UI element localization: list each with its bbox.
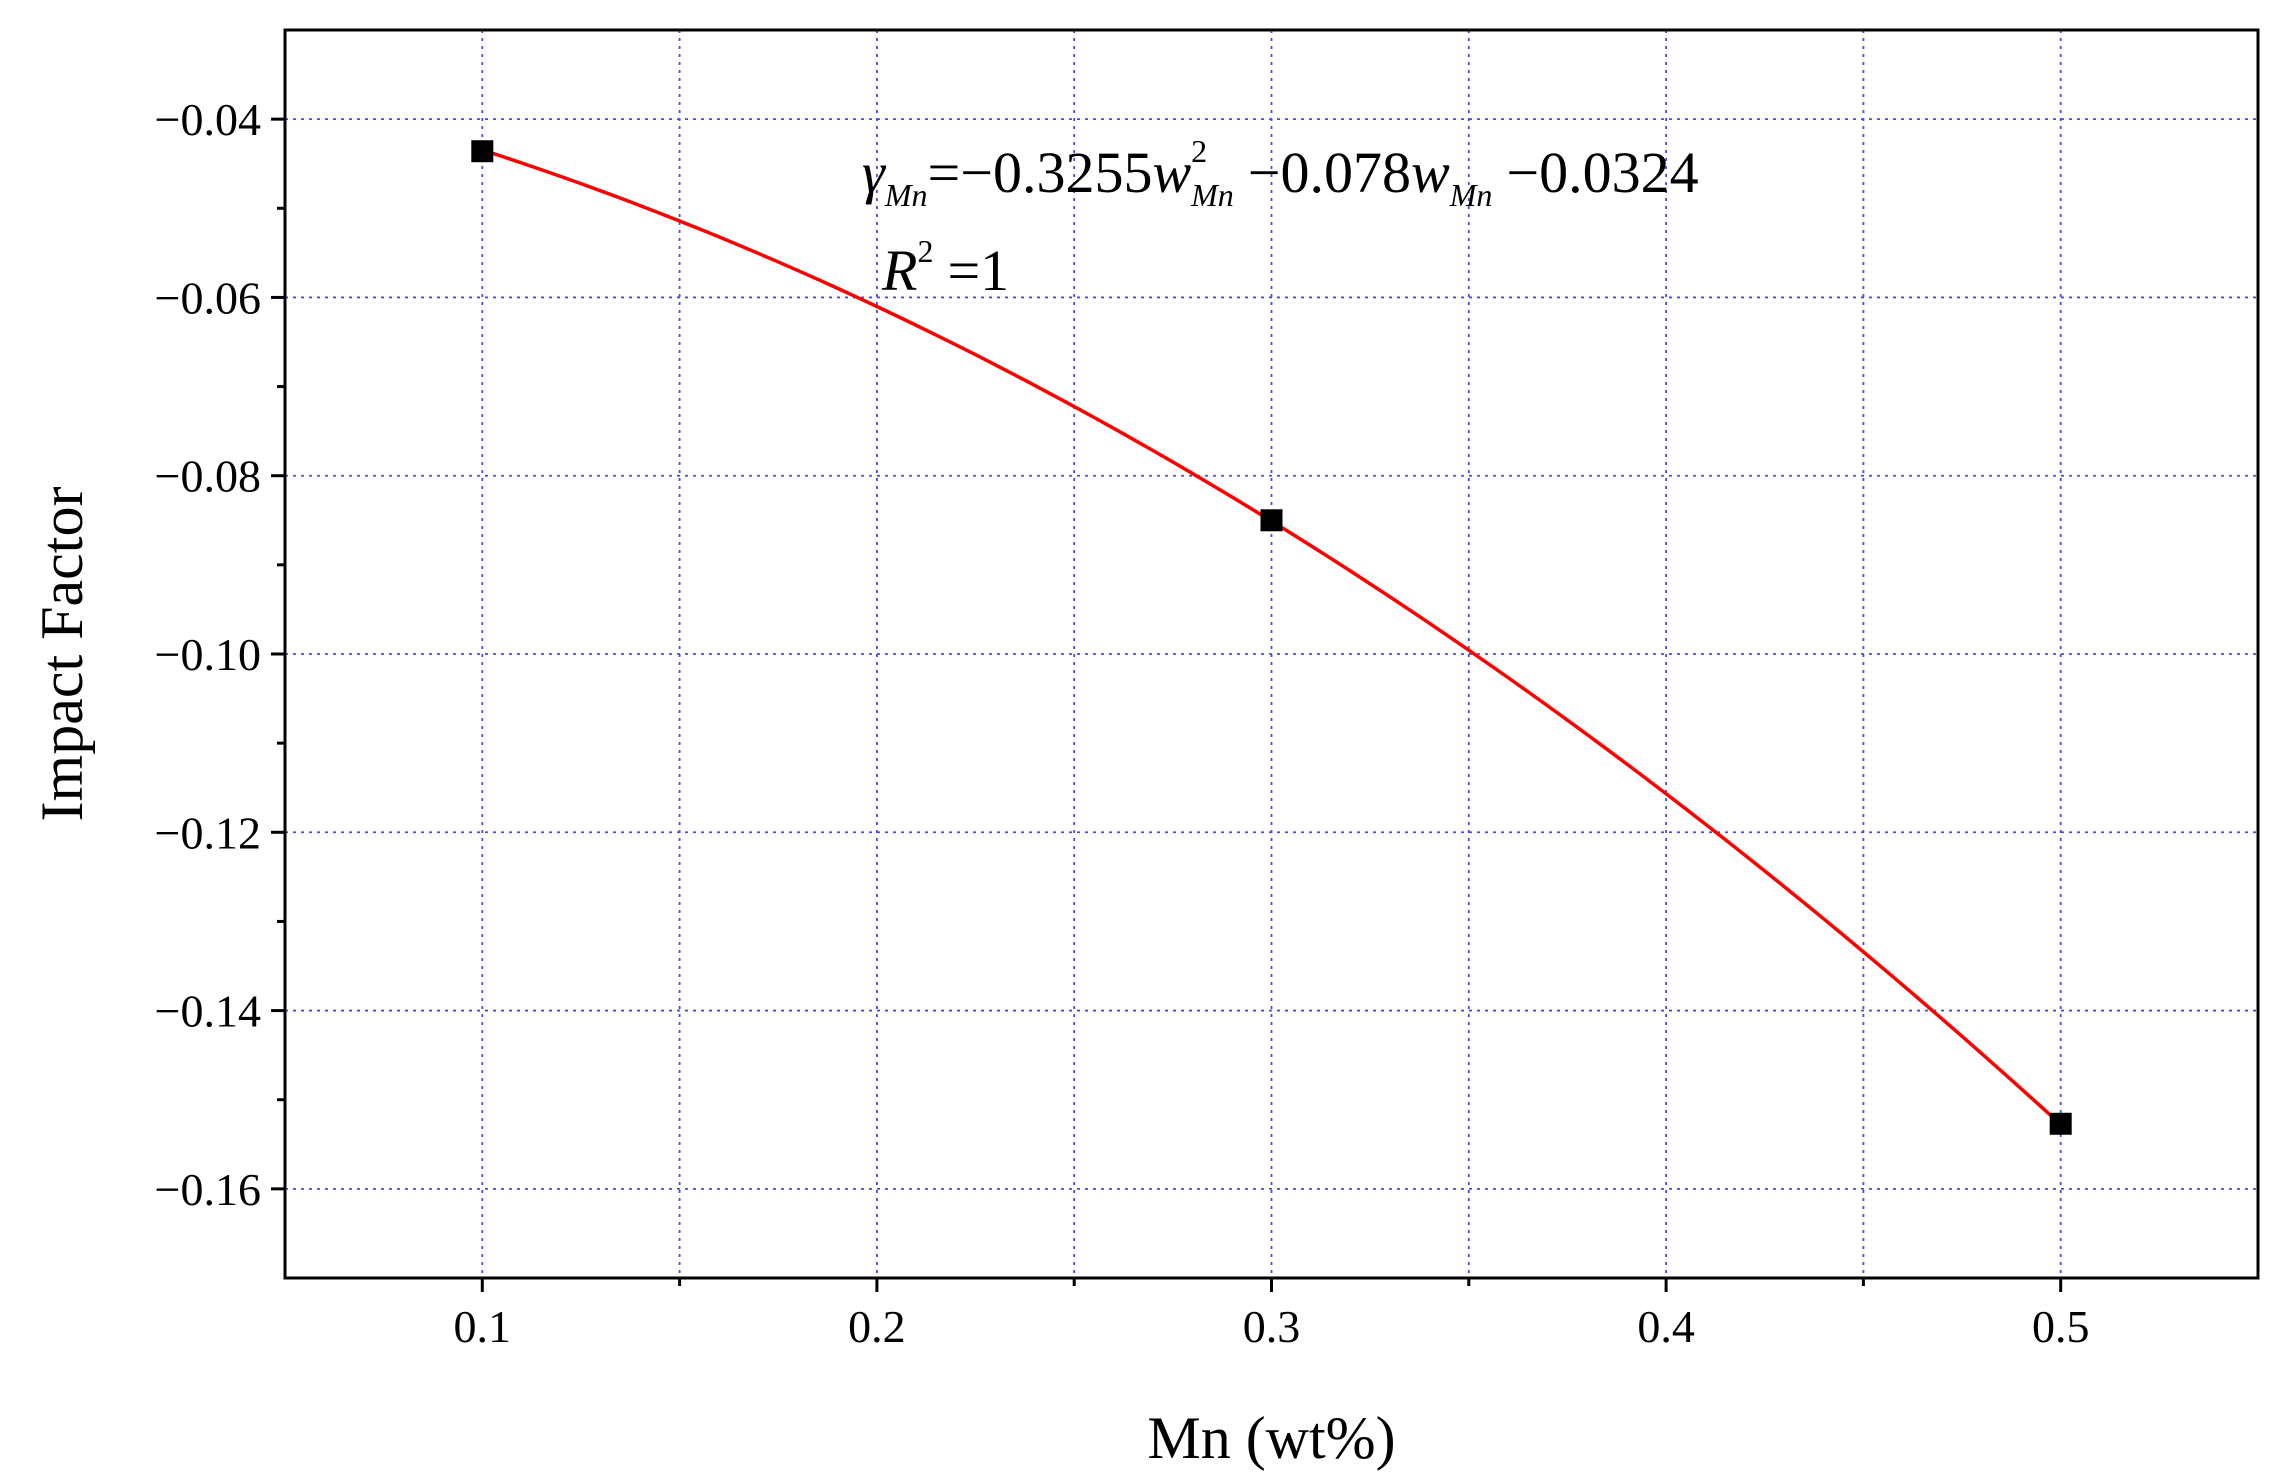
eq-gamma: γ	[862, 140, 887, 205]
eq-minus-1: −	[1248, 140, 1281, 205]
data-point-marker	[471, 140, 494, 163]
data-point-marker	[1260, 509, 1283, 532]
eq-coef-c: 0.0324	[1539, 140, 1699, 205]
y-tick-labels: −0.04 −0.06 −0.08 −0.10 −0.12 −0.14 −0.16	[155, 94, 261, 1215]
data-point-marker	[2049, 1112, 2072, 1135]
x-axis-title: Mn (wt%)	[1147, 1405, 1395, 1471]
y-axis-title: Impact Factor	[29, 487, 95, 822]
r-sup: 2	[917, 233, 933, 269]
eq-minus-2: −	[1506, 140, 1539, 205]
eq-gamma-sub: Mn	[884, 177, 928, 213]
eq-w2-sub: Mn	[1449, 177, 1493, 213]
r-symbol: R	[881, 238, 917, 303]
eq-equals: =	[928, 140, 961, 205]
grid	[285, 30, 2258, 1278]
x-tick-label: 0.1	[454, 1301, 512, 1352]
y-tick-label: −0.06	[155, 272, 261, 323]
y-tick-label: −0.08	[155, 451, 261, 502]
x-tick-label: 0.5	[2032, 1301, 2090, 1352]
fit-equation: γMn=−0.3255w2 Mn −0.078wMn −0.0324 R2 =1	[862, 133, 1699, 303]
eq-w2: w	[1411, 140, 1450, 205]
x-tick-label: 0.4	[1637, 1301, 1695, 1352]
x-tick-label: 0.2	[848, 1301, 906, 1352]
y-tick-label: −0.16	[155, 1164, 261, 1215]
y-tick-label: −0.14	[155, 986, 261, 1037]
eq-w1-sub: Mn	[1190, 177, 1234, 213]
eq-sup-2: 2	[1191, 133, 1207, 169]
y-tick-label: −0.12	[155, 807, 261, 858]
y-tick-label: −0.10	[155, 629, 261, 680]
x-tick-labels: 0.1 0.2 0.3 0.4 0.5	[454, 1301, 2090, 1352]
r-squared: R2 =1	[881, 233, 1009, 303]
axis-ticks	[271, 117, 2063, 1292]
eq-w1: w	[1152, 140, 1191, 205]
y-tick-label: −0.04	[155, 94, 261, 145]
x-tick-label: 0.3	[1243, 1301, 1301, 1352]
eq-coef-b: 0.078	[1281, 140, 1412, 205]
data-markers	[471, 140, 2072, 1135]
eq-coef-a: −0.3255	[960, 140, 1152, 205]
r-value: =1	[947, 238, 1009, 303]
